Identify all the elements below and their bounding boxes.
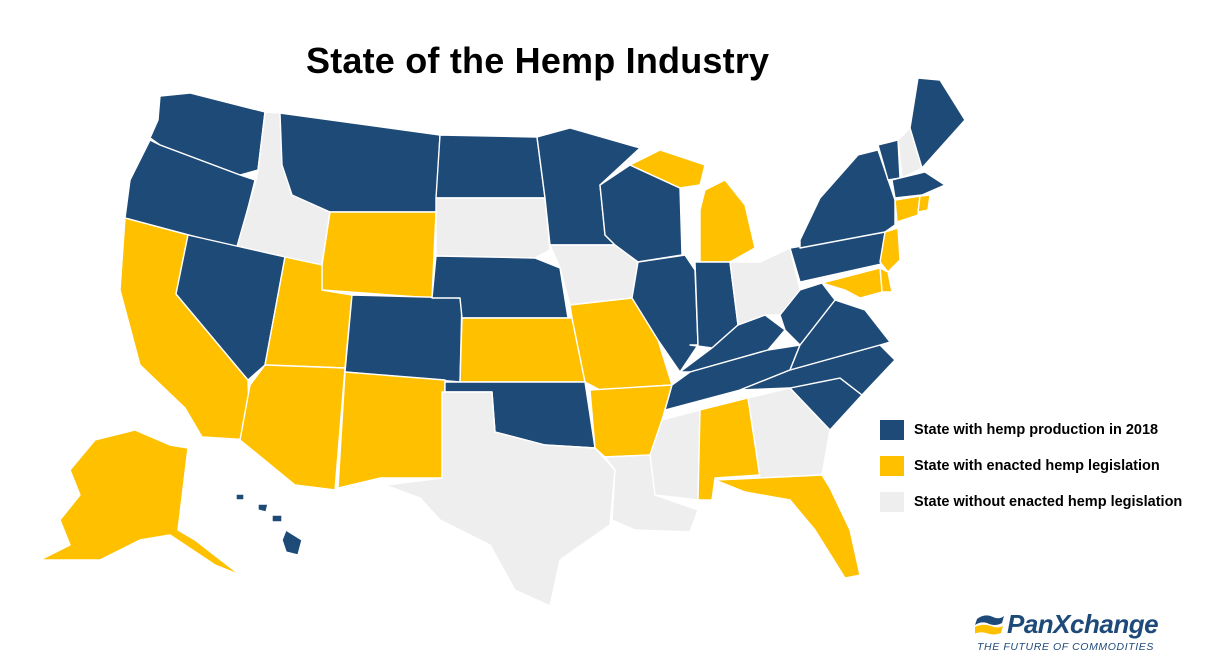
state-MT — [279, 112, 441, 213]
map-title: State of the Hemp Industry — [306, 40, 770, 81]
state-CO — [344, 294, 463, 383]
state-ND — [435, 134, 546, 199]
state-WY — [321, 211, 437, 299]
state-MI — [629, 149, 756, 263]
legend: State with hemp production in 2018 State… — [880, 420, 1182, 528]
state-TX — [384, 391, 616, 607]
state-FL — [714, 474, 861, 579]
state-NV — [175, 234, 286, 381]
state-NJ — [879, 227, 901, 273]
logo-mark-icon — [975, 615, 1004, 635]
state-RI — [917, 194, 931, 213]
legend-item-enacted: State with enacted hemp legislation — [880, 456, 1182, 476]
state-ME — [909, 77, 966, 169]
legend-item-none: State without enacted hemp legislation — [880, 492, 1182, 512]
state-NY — [799, 149, 896, 249]
state-AZ — [239, 364, 346, 491]
legend-label-production: State with hemp production in 2018 — [914, 422, 1159, 438]
state-AK — [39, 429, 241, 576]
state-NM — [337, 371, 446, 489]
state-GA — [747, 387, 831, 479]
state-KS — [459, 317, 586, 383]
state-HI — [235, 493, 303, 556]
state-MA — [891, 171, 946, 199]
state-MS — [649, 409, 701, 501]
state-CT — [894, 195, 921, 223]
state-WV — [779, 282, 836, 346]
logo-tagline: THE FUTURE OF COMMODITIES — [977, 641, 1154, 653]
logo-name: PanXchange — [1007, 609, 1159, 639]
legend-label-none: State without enacted hemp legislation — [914, 494, 1183, 510]
state-SD — [435, 197, 551, 259]
panxchange-logo: PanXchange THE FUTURE OF COMMODITIES — [975, 609, 1165, 657]
legend-item-production: State with hemp production in 2018 — [880, 420, 1182, 440]
state-MD — [821, 267, 883, 299]
legend-swatch-none — [880, 492, 904, 512]
legend-swatch-production — [880, 420, 904, 440]
legend-label-enacted: State with enacted hemp legislation — [914, 458, 1160, 474]
state-IL — [631, 254, 699, 373]
legend-swatch-enacted — [880, 456, 904, 476]
